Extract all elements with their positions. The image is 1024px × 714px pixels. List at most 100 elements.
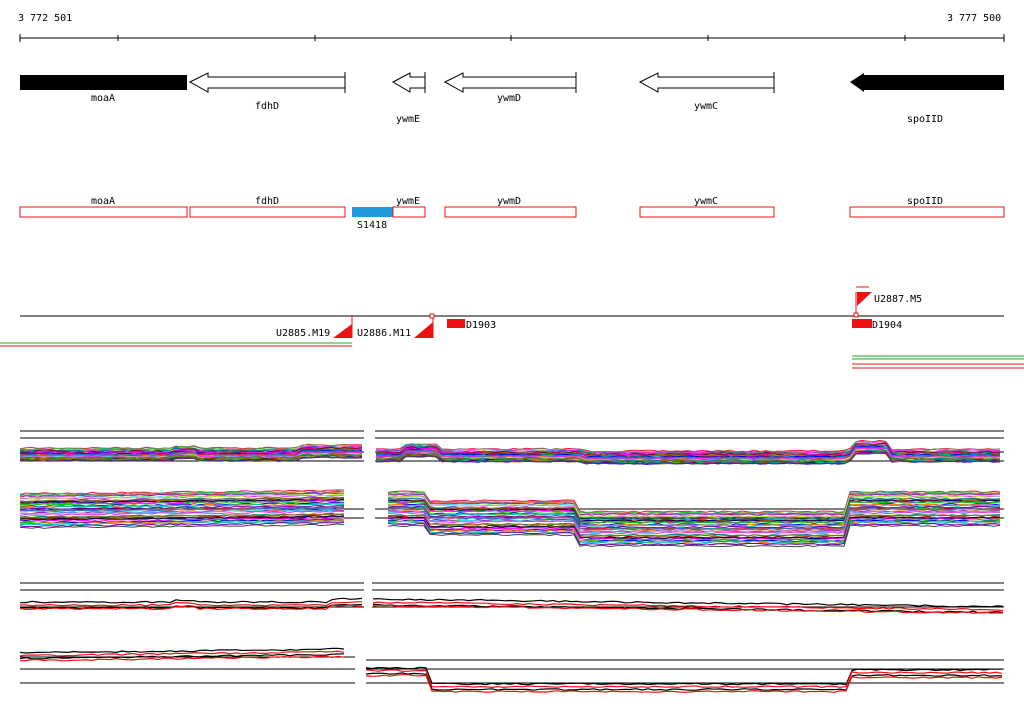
upshift-U2887-marker[interactable]: [857, 292, 872, 306]
profiles-1-series-26-seg-0: [19, 451, 363, 458]
gene-fdhD[interactable]: fdhD: [188, 72, 346, 112]
profiles-2-series-6-seg-0: [19, 494, 345, 500]
profiles-2-series-7-seg-0: [19, 494, 344, 500]
profiles-2-series-37-seg-1: [387, 521, 1001, 545]
expression-profiles-2: [19, 489, 1001, 548]
gene-ywmC-arrow[interactable]: [638, 72, 775, 93]
profiles-2-series-30-seg-0: [19, 514, 344, 520]
profiles-2-series-7-seg-1: [387, 494, 1001, 518]
profiles-2-series-18-seg-1: [387, 505, 1001, 529]
profiles-2-series-29-seg-0: [19, 513, 345, 519]
expression-panel-1[interactable]: [19, 430, 1004, 465]
profiles-1-series-1-seg-0: [19, 444, 363, 450]
gene-spoIID[interactable]: spoIID: [850, 73, 1004, 125]
gene-fdhD-label: fdhD: [255, 101, 279, 112]
upshift-U2885-marker[interactable]: [333, 324, 352, 338]
profiles-2-series-25-seg-0: [19, 509, 345, 515]
annotation-box-moaA[interactable]: [19, 206, 188, 218]
upshift-U2885-label: U2885.M19: [276, 328, 330, 339]
profiles-4-series-1-seg-0: [19, 650, 345, 657]
profiles-2-series-36-seg-1: [387, 520, 1001, 544]
upshift-U2885[interactable]: U2885.M19: [276, 316, 353, 339]
gene-track: moaA fdhD ywmE ywmD ywmC spoIID: [20, 72, 1004, 125]
profiles-1-series-13-seg-1: [375, 444, 1001, 457]
annotation-box-ywmE[interactable]: [392, 206, 426, 218]
profiles-2-series-22-seg-0: [19, 506, 345, 513]
ruler-start-label: 3 772 501: [18, 13, 73, 24]
coordinate-ruler: [19, 34, 1005, 42]
annotation-label-ywmE: ywmE: [396, 196, 420, 207]
gene-spoIID-arrow[interactable]: [850, 73, 1004, 92]
profiles-1-series-31-seg-1: [375, 450, 1000, 463]
downshift-D1903-marker[interactable]: [447, 319, 465, 328]
gene-fdhD-arrow[interactable]: [188, 72, 346, 93]
profiles-4-series-3-seg-1: [365, 674, 1003, 693]
gene-moaA-label: moaA: [91, 93, 115, 104]
gene-ywmE-label: ywmE: [396, 114, 420, 125]
profiles-2-series-14-seg-1: [387, 501, 1001, 524]
annotation-label-moaA: moaA: [91, 196, 115, 207]
profiles-3-series-1-seg-0: [19, 601, 362, 607]
profiles-3-series-3-seg-0: [19, 604, 363, 611]
expression-panel-4[interactable]: [19, 647, 1004, 693]
annotation-label-fdhD: fdhD: [255, 196, 279, 207]
profiles-4-series-3-seg-0: [19, 655, 345, 662]
annotation-box-ywmC[interactable]: [639, 206, 775, 218]
gene-ywmD-label: ywmD: [497, 93, 521, 104]
profiles-2-series-17-seg-1: [387, 504, 1001, 527]
profiles-1-series-10-seg-1: [375, 443, 1001, 456]
downshift-D1903-label: D1903: [466, 320, 496, 331]
shift-feature-track: U2885.M19 U2886.M11 D1903 U2887.M5 D1904: [0, 286, 1024, 369]
annotation-label-spoIID: spoIID: [907, 196, 943, 207]
gene-moaA-arrow[interactable]: [20, 75, 187, 90]
gene-ywmD[interactable]: ywmD: [443, 72, 577, 104]
upshift-U2886-marker[interactable]: [414, 322, 433, 338]
profiles-2-series-39-seg-0: [19, 523, 345, 529]
gene-moaA[interactable]: moaA: [20, 75, 187, 104]
profiles-2-series-4-seg-1: [387, 493, 1001, 516]
gene-ywmE-arrow[interactable]: [391, 72, 426, 93]
profiles-2-series-15-seg-0: [19, 502, 344, 508]
gene-ywmE[interactable]: ywmE: [391, 72, 426, 125]
downshift-D1903[interactable]: D1903: [447, 319, 496, 331]
profiles-2-series-38-seg-1: [387, 522, 1001, 546]
profiles-3-series-1-seg-1: [372, 601, 1004, 612]
profiles-3-series-0-seg-0: [19, 597, 363, 604]
profiles-4-series-1-seg-1: [365, 669, 1003, 689]
profiles-4-series-0-seg-0: [19, 647, 345, 654]
expression-profiles-4: [19, 647, 1003, 693]
profiles-4-series-2-seg-1: [365, 672, 1002, 691]
upshift-U2887[interactable]: U2887.M5: [853, 286, 922, 318]
gene-ywmC[interactable]: ywmC: [638, 72, 775, 112]
annotation-box-fdhD[interactable]: [189, 206, 346, 218]
srna-S1418-label: S1418: [357, 220, 387, 231]
annotation-label-ywmC: ywmC: [694, 196, 718, 207]
profiles-4-series-0-seg-1: [365, 666, 1002, 686]
downshift-D1904-label: D1904: [872, 320, 902, 331]
upshift-U2886[interactable]: U2886.M11: [357, 313, 435, 339]
profiles-3-series-3-seg-1: [372, 604, 1004, 614]
profiles-2-series-18-seg-0: [19, 505, 345, 511]
expression-panels: [19, 430, 1004, 693]
profiles-2-series-22-seg-1: [388, 507, 1001, 531]
annotation-box-ywmD[interactable]: [444, 206, 577, 218]
expression-profiles-3: [19, 597, 1004, 614]
profiles-4-series-2-seg-0: [19, 653, 345, 660]
profiles-2-series-17-seg-0: [19, 503, 345, 509]
srna-S1418-box[interactable]: [352, 207, 393, 217]
downshift-D1904[interactable]: D1904: [852, 319, 902, 331]
expression-panel-2[interactable]: [19, 489, 1004, 548]
annotation-box-spoIID[interactable]: [849, 206, 1005, 218]
profiles-1-series-31-seg-0: [19, 454, 363, 460]
profiles-1-series-13-seg-0: [19, 448, 363, 454]
profiles-2-series-4-seg-0: [19, 492, 345, 498]
profiles-2-series-35-seg-0: [20, 518, 345, 525]
profiles-2-series-26-seg-0: [19, 510, 345, 516]
profiles-2-series-39-seg-1: [387, 524, 1001, 548]
expression-panel-3[interactable]: [19, 582, 1004, 614]
gene-ywmD-arrow[interactable]: [443, 72, 577, 93]
profiles-1-series-39-seg-0: [19, 456, 363, 462]
expression-profiles-1: [19, 439, 1001, 465]
downshift-D1904-marker[interactable]: [852, 319, 872, 328]
